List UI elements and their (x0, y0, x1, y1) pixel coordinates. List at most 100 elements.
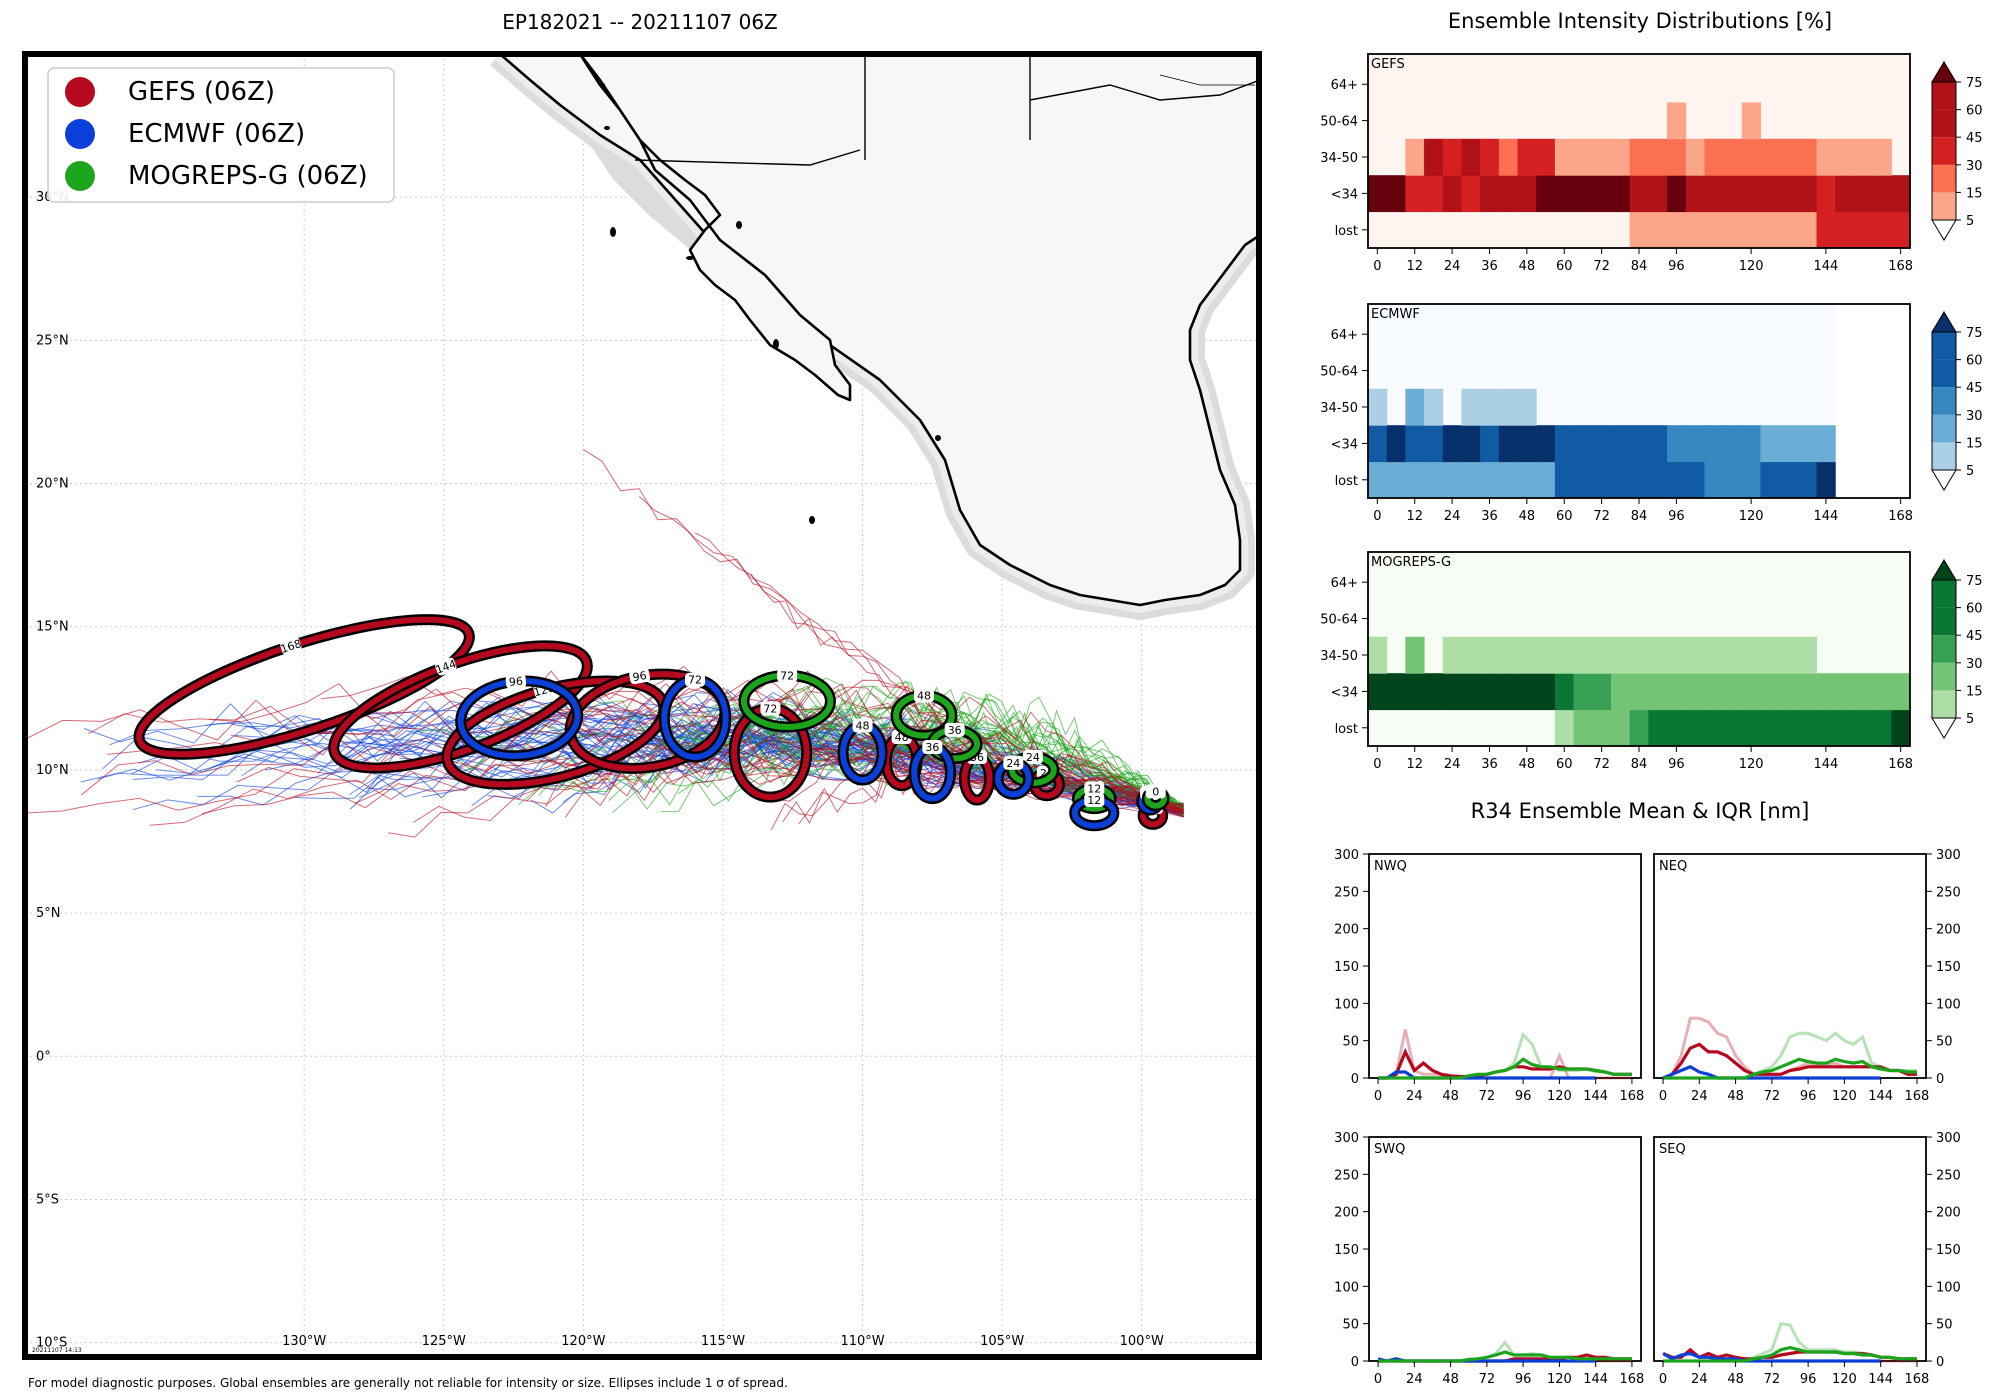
heatmap-cell (1816, 138, 1836, 176)
colorbar-top-arrow (1931, 311, 1957, 333)
heatmap-cell (1667, 175, 1687, 213)
heatmap-cell (1667, 102, 1687, 140)
heatmap-cell (1853, 211, 1874, 249)
r34-ytick-label: 100 (1936, 997, 1961, 1012)
r34-xtick-label: 24 (1406, 1372, 1423, 1387)
r34-frame (1653, 1136, 1927, 1362)
heatmap-xtick-label: 48 (1519, 757, 1536, 772)
ellipse-hour-badge (1022, 750, 1043, 765)
colorbar-tick-label: 5 (1966, 712, 1974, 727)
heatmap-cell (1648, 636, 1668, 674)
heatmap-cell (1405, 138, 1425, 176)
ellipse-hour-label: 72 (763, 702, 777, 715)
heatmap-cell (1723, 211, 1743, 249)
heatmap-cell (1629, 673, 1649, 711)
map-frame (22, 51, 1262, 1360)
heatmap-cell (1480, 636, 1500, 674)
r34-xtick-label: 144 (1868, 1372, 1893, 1387)
ellipse-hour-badge (629, 668, 651, 685)
heatmap-cell (1386, 175, 1406, 213)
r34-xtick-label: 168 (1905, 1372, 1930, 1387)
heatmap-cell (1405, 636, 1425, 674)
r34-xtick-label: 24 (1691, 1372, 1708, 1387)
heatmap-cell (1610, 636, 1631, 674)
lon-tick-label: 120°W (561, 1334, 605, 1349)
heatmap-cell (1554, 636, 1575, 674)
heatmap-cell (1480, 388, 1500, 426)
heatmap-xtick-label: 120 (1739, 509, 1764, 524)
heatmap-cell (1517, 673, 1537, 711)
heatmap-cell (1517, 425, 1537, 463)
heatmap-cell (1461, 425, 1481, 463)
heatmap-gefs: GEFS lost <34 34-50 50-64 64+ 0 12 24 36 48 60 72 84 9… (1320, 53, 1983, 274)
heatmap-cell (1685, 175, 1705, 213)
r34-panel-nwq: NWQ 0 50 100 150 200 250 300 0 24 48 72 96 120 144 168 (1334, 848, 1644, 1104)
heatmap-cell (1891, 673, 1911, 711)
colorbar-segment (1932, 607, 1956, 636)
r34-ytick-label: 150 (1334, 960, 1359, 975)
heatmap-xtick-label: 84 (1631, 757, 1648, 772)
heatmap-xtick-label: 168 (1888, 509, 1913, 524)
heatmap-xtick-label: 12 (1406, 757, 1423, 772)
ellipse-gefs-36: 36 (958, 750, 996, 806)
heatmap-cell (1536, 175, 1556, 213)
heatmap-ytick-label: 50-64 (1320, 115, 1358, 130)
heatmap-cell (1386, 673, 1406, 711)
heatmap-cell (1480, 673, 1500, 711)
heatmap-cell (1629, 636, 1649, 674)
heatmap-cell (1648, 138, 1668, 176)
heatmap-xtick-label: 84 (1631, 509, 1648, 524)
ensemble-track (545, 736, 1184, 814)
heatmap-cell (1517, 636, 1537, 674)
ellipse-hour-label: 168 (279, 637, 303, 656)
legend-marker-gefs (65, 77, 95, 107)
heatmap-cell (1704, 709, 1724, 747)
heatmap-cell (1554, 138, 1575, 176)
heatmap-cell (1554, 175, 1575, 213)
heatmap-cell (1779, 425, 1799, 463)
map-axis-labels: 30°N25°N20°N15°N10°N5°N0°5°S10°S130°W125… (36, 190, 1164, 1350)
r34-xtick-label: 24 (1691, 1089, 1708, 1104)
heatmap-cell (1835, 175, 1855, 213)
heatmap-xtick-label: 144 (1813, 757, 1838, 772)
heatmap-cell (1368, 388, 1388, 426)
r34-xtick-label: 72 (1479, 1089, 1496, 1104)
r34-xtick-label: 96 (1800, 1372, 1817, 1387)
r34-ytick-label: 200 (1334, 923, 1359, 938)
ellipse-ecmwf-48: 48 (837, 718, 888, 786)
r34-xtick-label: 168 (1620, 1089, 1645, 1104)
ellipse-hour-label: 36 (925, 741, 939, 754)
r34-ytick-label: 50 (1936, 1035, 1953, 1050)
heatmap-cell (1498, 388, 1519, 426)
heatmap-cell (1685, 211, 1705, 249)
r34-xtick-label: 168 (1905, 1089, 1930, 1104)
heatmap-cell (1386, 425, 1406, 463)
lat-tick-label: 5°S (36, 1192, 59, 1207)
ellipse-mogreps-g-72: 72 (738, 668, 836, 733)
colorbar-segment (1932, 635, 1956, 663)
r34-ytick-label: 300 (1936, 848, 1961, 863)
heatmap-model-label: MOGREPS-G (1371, 555, 1451, 570)
r34-ytick-label: 0 (1936, 1355, 1944, 1370)
ensemble-track (149, 746, 1184, 826)
heatmap-cell (1685, 425, 1705, 463)
colorbar-tick-label: 5 (1966, 214, 1974, 229)
heatmap-cell (1779, 175, 1799, 213)
r34-ytick-label: 50 (1936, 1318, 1953, 1333)
colorbar-tick-label: 15 (1966, 684, 1983, 699)
heatmap-cell (1573, 425, 1593, 463)
heatmap-cell (1704, 175, 1724, 213)
heatmap-cell (1629, 175, 1649, 213)
heatmap-cell (1573, 636, 1593, 674)
ellipse-gefs-168: 168 (133, 614, 475, 760)
legend-label-ecmwf: ECMWF (06Z) (128, 119, 305, 149)
heatmap-cell (1610, 461, 1631, 499)
ellipse-hour-label: 12 (1087, 794, 1101, 807)
r34-xtick-label: 96 (1515, 1372, 1532, 1387)
heatmap-cell (1536, 425, 1556, 463)
r34-panel-seq: SEQ 0 50 100 150 200 250 300 0 24 48 72 96 120 144 168 (1653, 1131, 1961, 1387)
r34-xtick-label: 48 (1442, 1372, 1459, 1387)
heatmap-cell (1405, 461, 1425, 499)
islands (599, 83, 941, 524)
heatmap-cell (1629, 709, 1649, 747)
